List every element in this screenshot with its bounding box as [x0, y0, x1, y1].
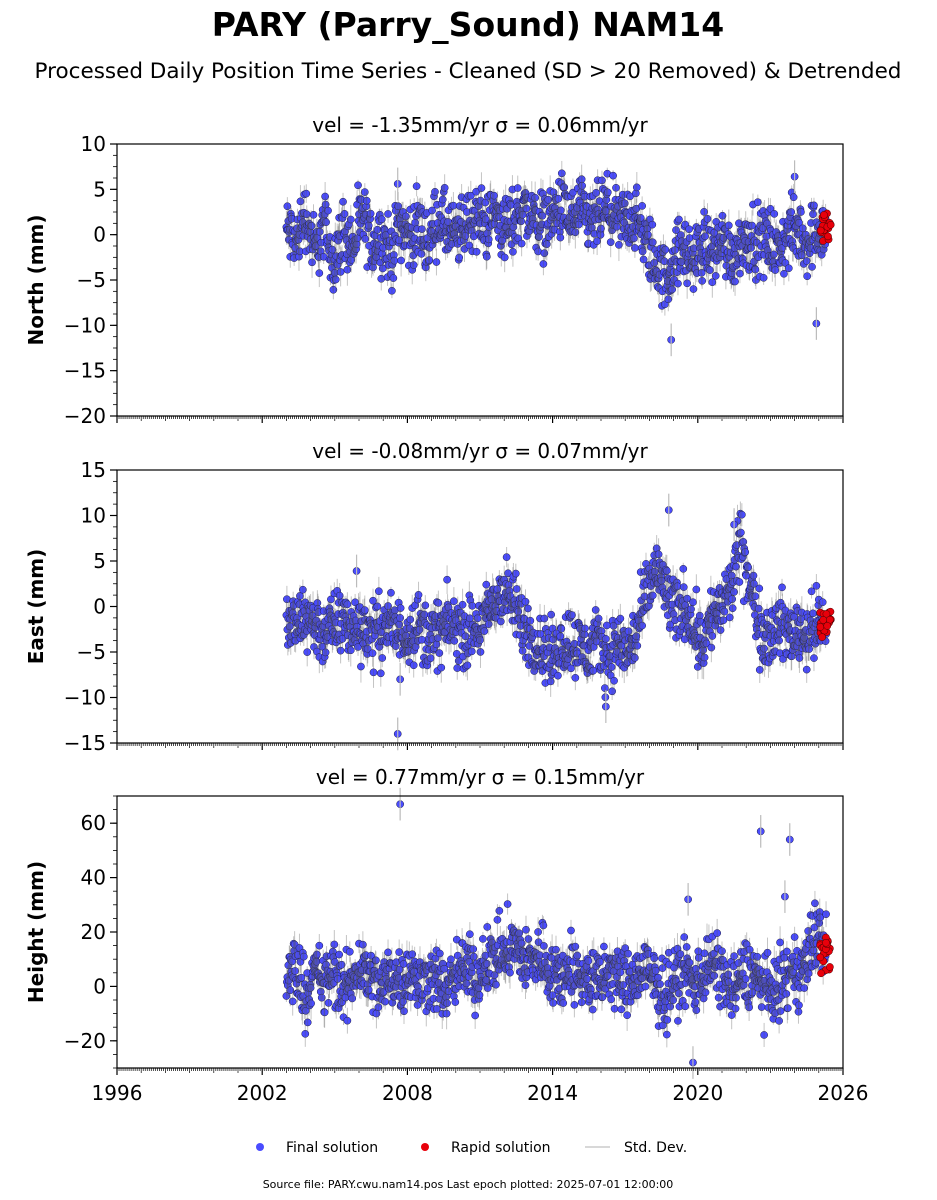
final-point: [388, 286, 396, 295]
final-point: [361, 235, 370, 243]
y-tick-label: 5: [93, 549, 106, 573]
y-axis-label: East (mm): [24, 549, 48, 665]
final-point: [360, 188, 369, 196]
figure-subtitle: Processed Daily Position Time Series - C…: [35, 59, 902, 84]
final-point: [328, 245, 337, 254]
final-point: [315, 269, 324, 277]
final-point: [409, 261, 418, 269]
final-point: [296, 197, 305, 206]
y-tick-label: 10: [81, 504, 106, 528]
final-point: [412, 182, 421, 191]
rapid-point: [820, 211, 828, 219]
y-tick-label: −10: [64, 313, 106, 337]
final-point: [309, 210, 318, 219]
final-point: [346, 215, 355, 224]
final-point: [322, 218, 330, 227]
final-point: [366, 209, 375, 218]
final-point: [308, 258, 316, 267]
final-point: [302, 189, 311, 198]
rapid-point: [816, 623, 825, 631]
final-point: [397, 256, 405, 265]
figure-title: PARY (Parry_Sound) NAM14: [212, 5, 724, 44]
panels: vel = -1.35mm/yr σ = 0.06mm/yr North (mm)…: [24, 113, 868, 1105]
final-point: [395, 236, 404, 244]
y-tick-label: 0: [93, 223, 106, 247]
y-tick-label: 10: [81, 132, 106, 156]
panel-0: vel = -1.35mm/yr σ = 0.06mm/yr North (mm)…: [24, 113, 844, 428]
final-solution-series: [282, 169, 830, 344]
y-tick-label: 15: [81, 458, 106, 482]
y-tick-label: −5: [77, 640, 106, 664]
y-tick-label: 0: [93, 595, 106, 619]
final-point: [340, 209, 349, 218]
final-point: [389, 274, 398, 282]
y-tick-label: −20: [64, 404, 106, 428]
final-point: [377, 215, 386, 224]
y-axis-label: North (mm): [24, 214, 48, 345]
final-point: [343, 265, 352, 274]
final-point: [307, 221, 316, 230]
y-tick-label: 5: [93, 177, 106, 201]
final-point: [339, 197, 347, 206]
final-point: [384, 210, 392, 218]
final-point: [354, 181, 362, 190]
y-tick-label: −15: [64, 359, 106, 383]
rapid-point: [816, 226, 825, 235]
final-point: [283, 202, 292, 211]
panel-title: vel = -0.08mm/yr σ = 0.07mm/yr: [312, 439, 648, 463]
final-point: [329, 285, 338, 294]
rapid-solution-series: [816, 607, 835, 641]
panel-title: vel = -1.35mm/yr σ = 0.06mm/yr: [312, 113, 648, 137]
final-point: [336, 268, 345, 276]
final-point: [394, 202, 403, 211]
final-point: [321, 192, 329, 201]
rapid-point: [818, 633, 826, 641]
y-tick-label: −5: [77, 268, 106, 292]
final-point: [331, 275, 340, 284]
final-point: [402, 212, 410, 221]
rapid-solution-series: [816, 209, 835, 245]
final-point: [324, 206, 332, 215]
y-tick-label: −15: [64, 731, 106, 755]
final-point: [378, 264, 387, 273]
rapid-point: [826, 221, 835, 229]
y-tick-label: −10: [64, 686, 106, 710]
rapid-point: [824, 232, 832, 241]
final-point: [362, 196, 371, 205]
rapid-point: [823, 621, 832, 630]
panel-1: vel = -0.08mm/yr σ = 0.07mm/yr East (mm) 1…: [24, 439, 844, 755]
